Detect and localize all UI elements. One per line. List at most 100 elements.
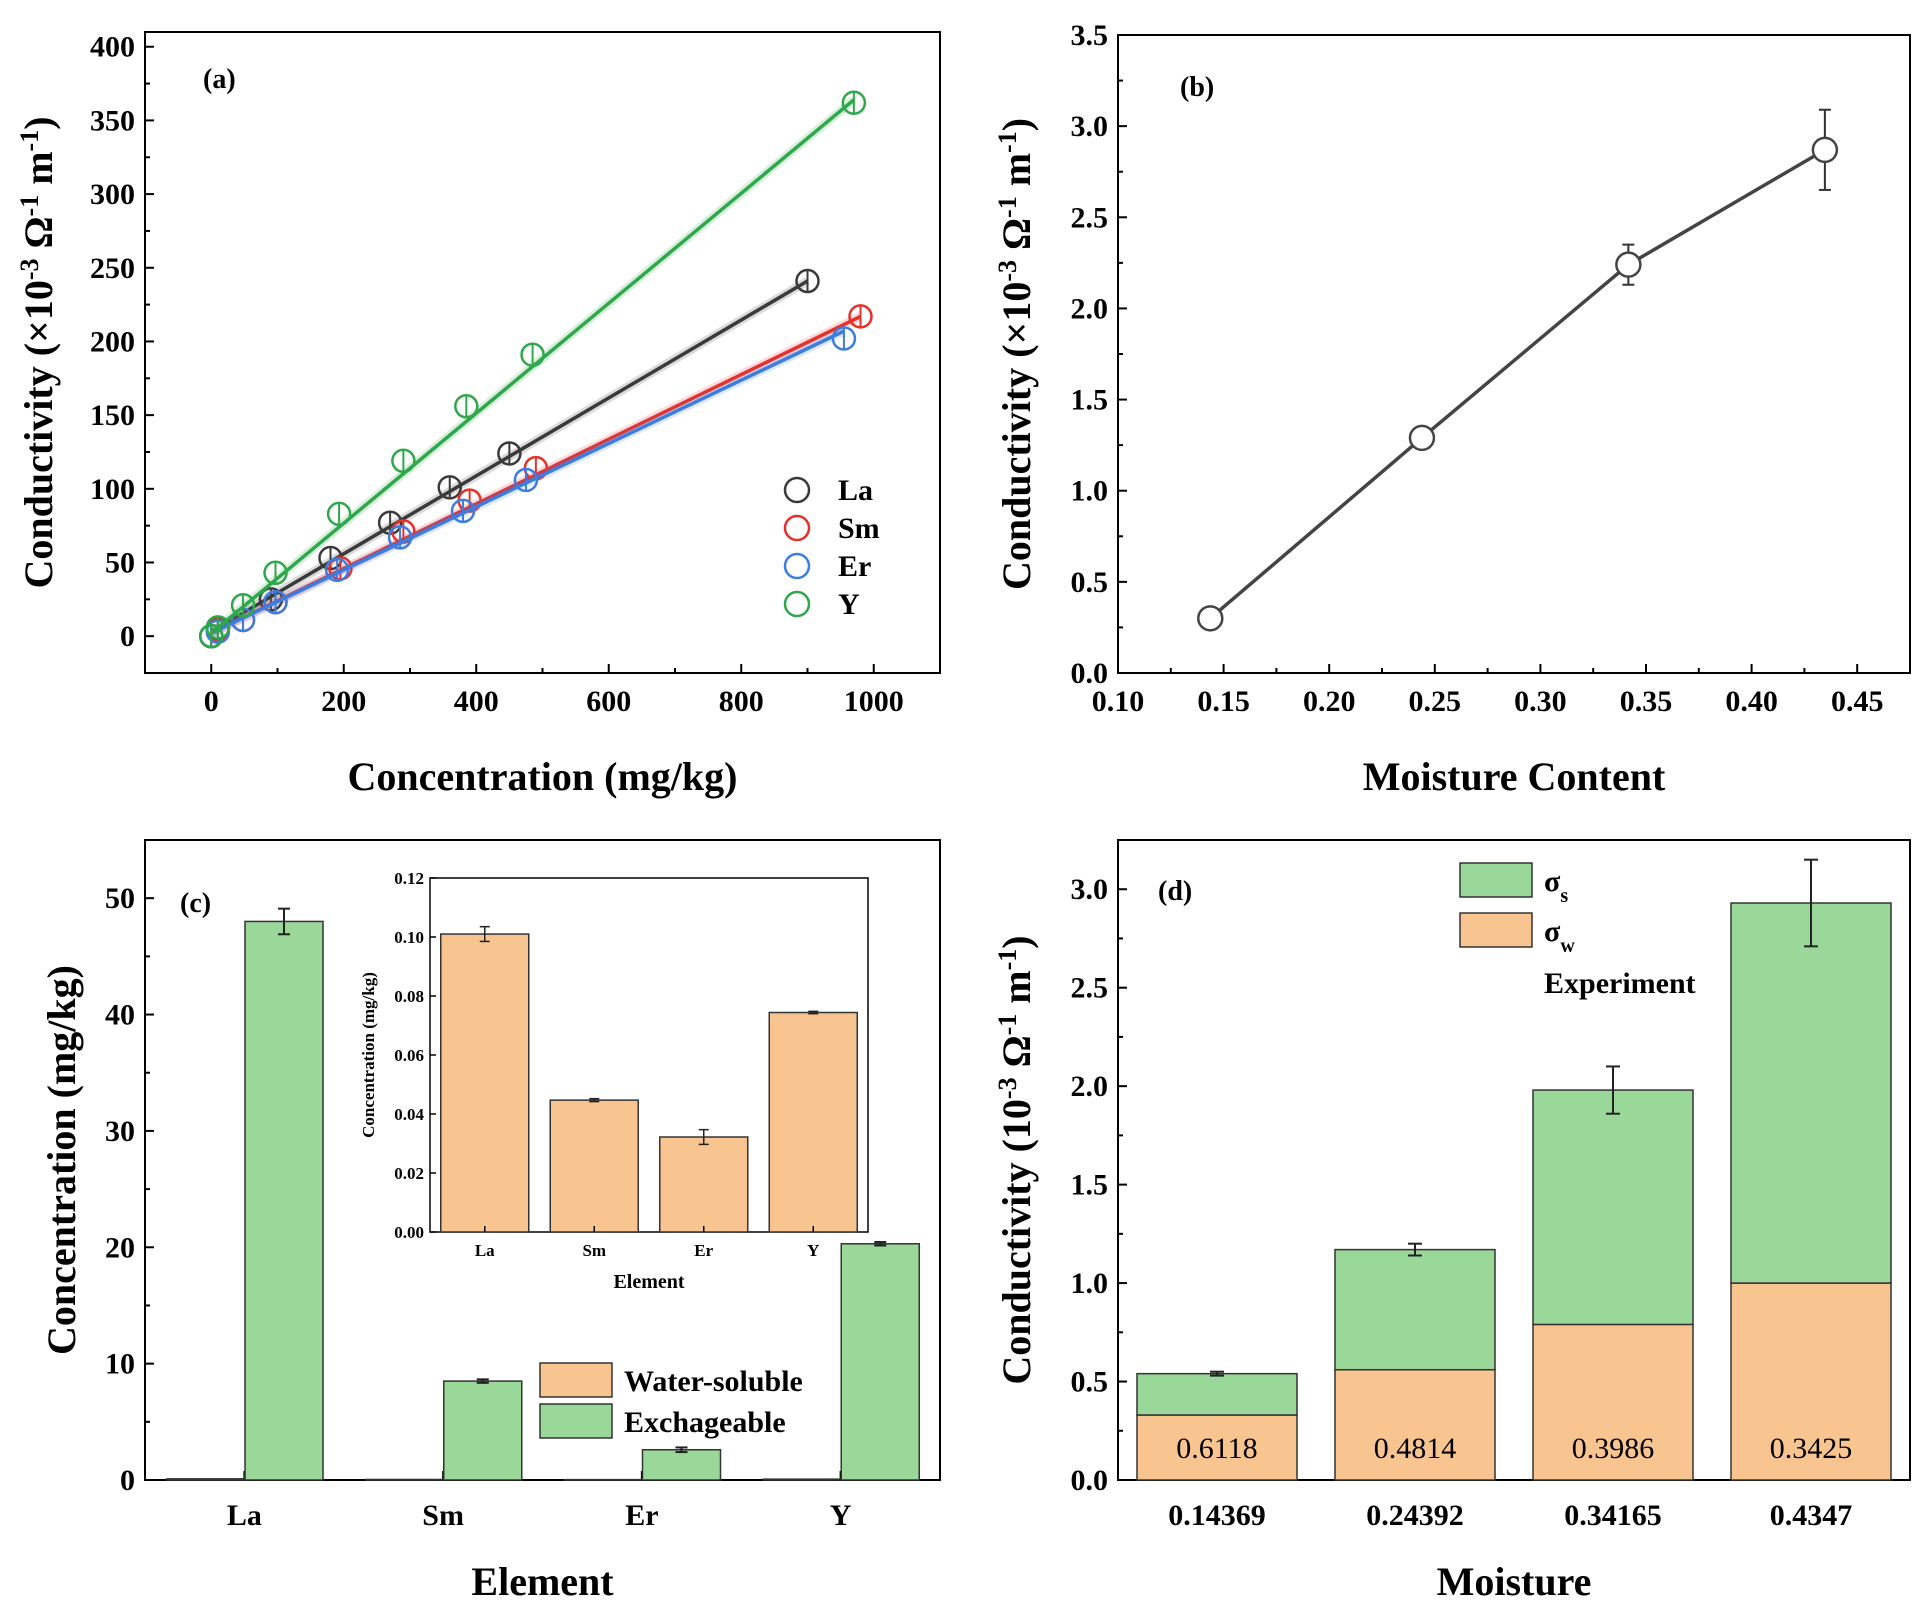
legend-swatch-water-soluble xyxy=(539,1362,613,1398)
y-tick-label-c: 10 xyxy=(105,1348,135,1381)
inset-x-tick-label: Er xyxy=(694,1241,713,1260)
fit-line-Er xyxy=(210,329,845,635)
point-La xyxy=(795,268,820,294)
y-tick-label-b: 1.5 xyxy=(1071,384,1109,417)
panel-a: 0 200 400 600 800 1000 0 50 100 150 200 250 300 350 40… xyxy=(15,31,941,799)
legend-marker-Er xyxy=(783,552,811,580)
point-Y xyxy=(520,342,545,367)
panel-label-a: (a) xyxy=(203,64,236,95)
y-tick-label-b: 0.0 xyxy=(1071,657,1109,690)
legend-label-Er: Er xyxy=(838,550,871,583)
x-tick-label-b: 0.30 xyxy=(1514,685,1567,718)
bar-ratio-label: 0.6118 xyxy=(1176,1432,1257,1465)
legend-swatch-sigma-w xyxy=(1459,912,1533,948)
legend-label-water-soluble: Water-soluble xyxy=(624,1365,803,1398)
bar-exchangeable xyxy=(244,920,324,1481)
y-tick-label-b: 2.5 xyxy=(1071,201,1109,234)
legend-label-experiment: Experiment xyxy=(1544,967,1696,1000)
inset-y-tick-label: 0.04 xyxy=(394,1105,424,1124)
bar-water-soluble xyxy=(166,1478,246,1481)
point-Y xyxy=(454,394,479,419)
y-tick-label-b: 3.5 xyxy=(1071,19,1109,52)
panel-label-b: (b) xyxy=(1180,72,1214,103)
inset-y-tick-label: 0.08 xyxy=(394,987,424,1006)
inset-y-tick-label: 0.06 xyxy=(394,1046,424,1065)
y-tick-label-a: 350 xyxy=(90,104,135,137)
legend-label-exchangeable: Exchageable xyxy=(624,1406,786,1439)
y-tick-label-d: 0.5 xyxy=(1071,1366,1109,1399)
point-La xyxy=(497,441,522,466)
x-tick-label-c: Sm xyxy=(422,1499,464,1532)
x-tick-label-a: 600 xyxy=(586,685,631,718)
y-tick-label-a: 400 xyxy=(90,31,135,64)
y-tick-label-a: 300 xyxy=(90,178,135,211)
point-Y xyxy=(230,592,256,618)
bar-water-soluble xyxy=(365,1478,445,1481)
x-tick-label-b: 0.20 xyxy=(1303,685,1356,718)
point-b xyxy=(1408,424,1436,452)
x-tick-label-b: 0.15 xyxy=(1197,685,1250,718)
legend-label-La: La xyxy=(838,474,873,507)
inset-x-tick-label: Y xyxy=(807,1241,819,1260)
point-Er xyxy=(263,590,288,615)
point-Er xyxy=(324,557,350,583)
panel-d: 0.0 0.5 1.0 1.5 2.0 2.5 3.0 0.14369 0.6118 0.2439… xyxy=(993,839,1911,1604)
x-tick-label-b: 0.35 xyxy=(1620,685,1673,718)
y-tick-label-c: 50 xyxy=(105,882,135,915)
y-axis-title-a: Conductivity (×10-3 Ω-1 m-1) xyxy=(15,116,62,588)
y-axis-title-d: Conductivity (10-3 Ω-1 m-1) xyxy=(993,935,1040,1384)
x-tick-label-c: Y xyxy=(830,1499,852,1532)
bar-sigma-w xyxy=(1136,1414,1298,1481)
legend-marker-La xyxy=(783,476,811,504)
x-tick-label-d: 0.14369 xyxy=(1168,1499,1266,1532)
inset-x-axis-title: Element xyxy=(613,1271,684,1293)
point-Y xyxy=(205,615,231,640)
y-tick-label-c: 0 xyxy=(120,1464,135,1497)
plot-frame-d xyxy=(1117,839,1911,1481)
y-axis-title-b: Conductivity (×10-3 Ω-1 m-1) xyxy=(993,118,1040,590)
y-tick-label-a: 150 xyxy=(90,399,135,432)
panel-c: 0 10 20 30 40 50 La Sm Er Y (c) Water-soluble Exchag… xyxy=(39,839,941,1604)
point-Er xyxy=(831,326,857,351)
y-tick-label-b: 3.0 xyxy=(1071,110,1109,143)
point-Y xyxy=(326,501,352,527)
bar-sigma-w xyxy=(1730,1282,1892,1481)
point-Y xyxy=(391,448,416,474)
y-tick-label-d: 3.0 xyxy=(1071,873,1109,906)
bar-sigma-w xyxy=(1334,1368,1496,1481)
inset-y-axis-title: Concentration (mg/kg) xyxy=(359,972,378,1138)
panel-label-d: (d) xyxy=(1158,876,1192,907)
x-tick-label-a: 1000 xyxy=(844,685,904,718)
x-axis-title-c: Element xyxy=(471,1559,614,1604)
x-axis-title-b: Moisture Content xyxy=(1363,754,1666,799)
y-tick-label-d: 1.5 xyxy=(1071,1169,1109,1202)
inset-y-tick-label: 0.00 xyxy=(394,1223,424,1242)
plot-frame-b xyxy=(1117,34,1911,674)
point-Sm xyxy=(848,304,873,329)
bar-exchangeable xyxy=(840,1243,920,1481)
y-tick-label-c: 20 xyxy=(105,1231,135,1264)
bar-sigma-s xyxy=(1532,1089,1694,1326)
bar-ratio-label: 0.4814 xyxy=(1374,1432,1457,1465)
x-tick-label-d: 0.34165 xyxy=(1564,1499,1662,1532)
x-tick-label-a: 0 xyxy=(204,685,219,718)
plot-frame-c xyxy=(144,839,941,1481)
bar-sigma-s xyxy=(1730,902,1892,1284)
inset-y-tick-label: 0.12 xyxy=(394,869,424,888)
point-Y xyxy=(263,560,288,586)
y-tick-label-c: 30 xyxy=(105,1115,135,1148)
point-Er xyxy=(387,525,413,550)
bar-exchangeable xyxy=(443,1380,523,1481)
x-axis-title-a: Concentration (mg/kg) xyxy=(348,754,738,799)
y-axis-title-c: Concentration (mg/kg) xyxy=(39,965,84,1355)
legend-marker-Y xyxy=(783,590,811,618)
point-Y xyxy=(841,90,867,115)
inset-x-tick-label: La xyxy=(475,1241,495,1260)
y-tick-label-b: 1.0 xyxy=(1071,475,1109,508)
data-line-b xyxy=(1209,148,1826,620)
bar-sigma-s xyxy=(1136,1372,1298,1416)
legend-label-Y: Y xyxy=(838,588,860,621)
inset-bar xyxy=(440,933,530,1233)
point-Er xyxy=(450,498,476,524)
